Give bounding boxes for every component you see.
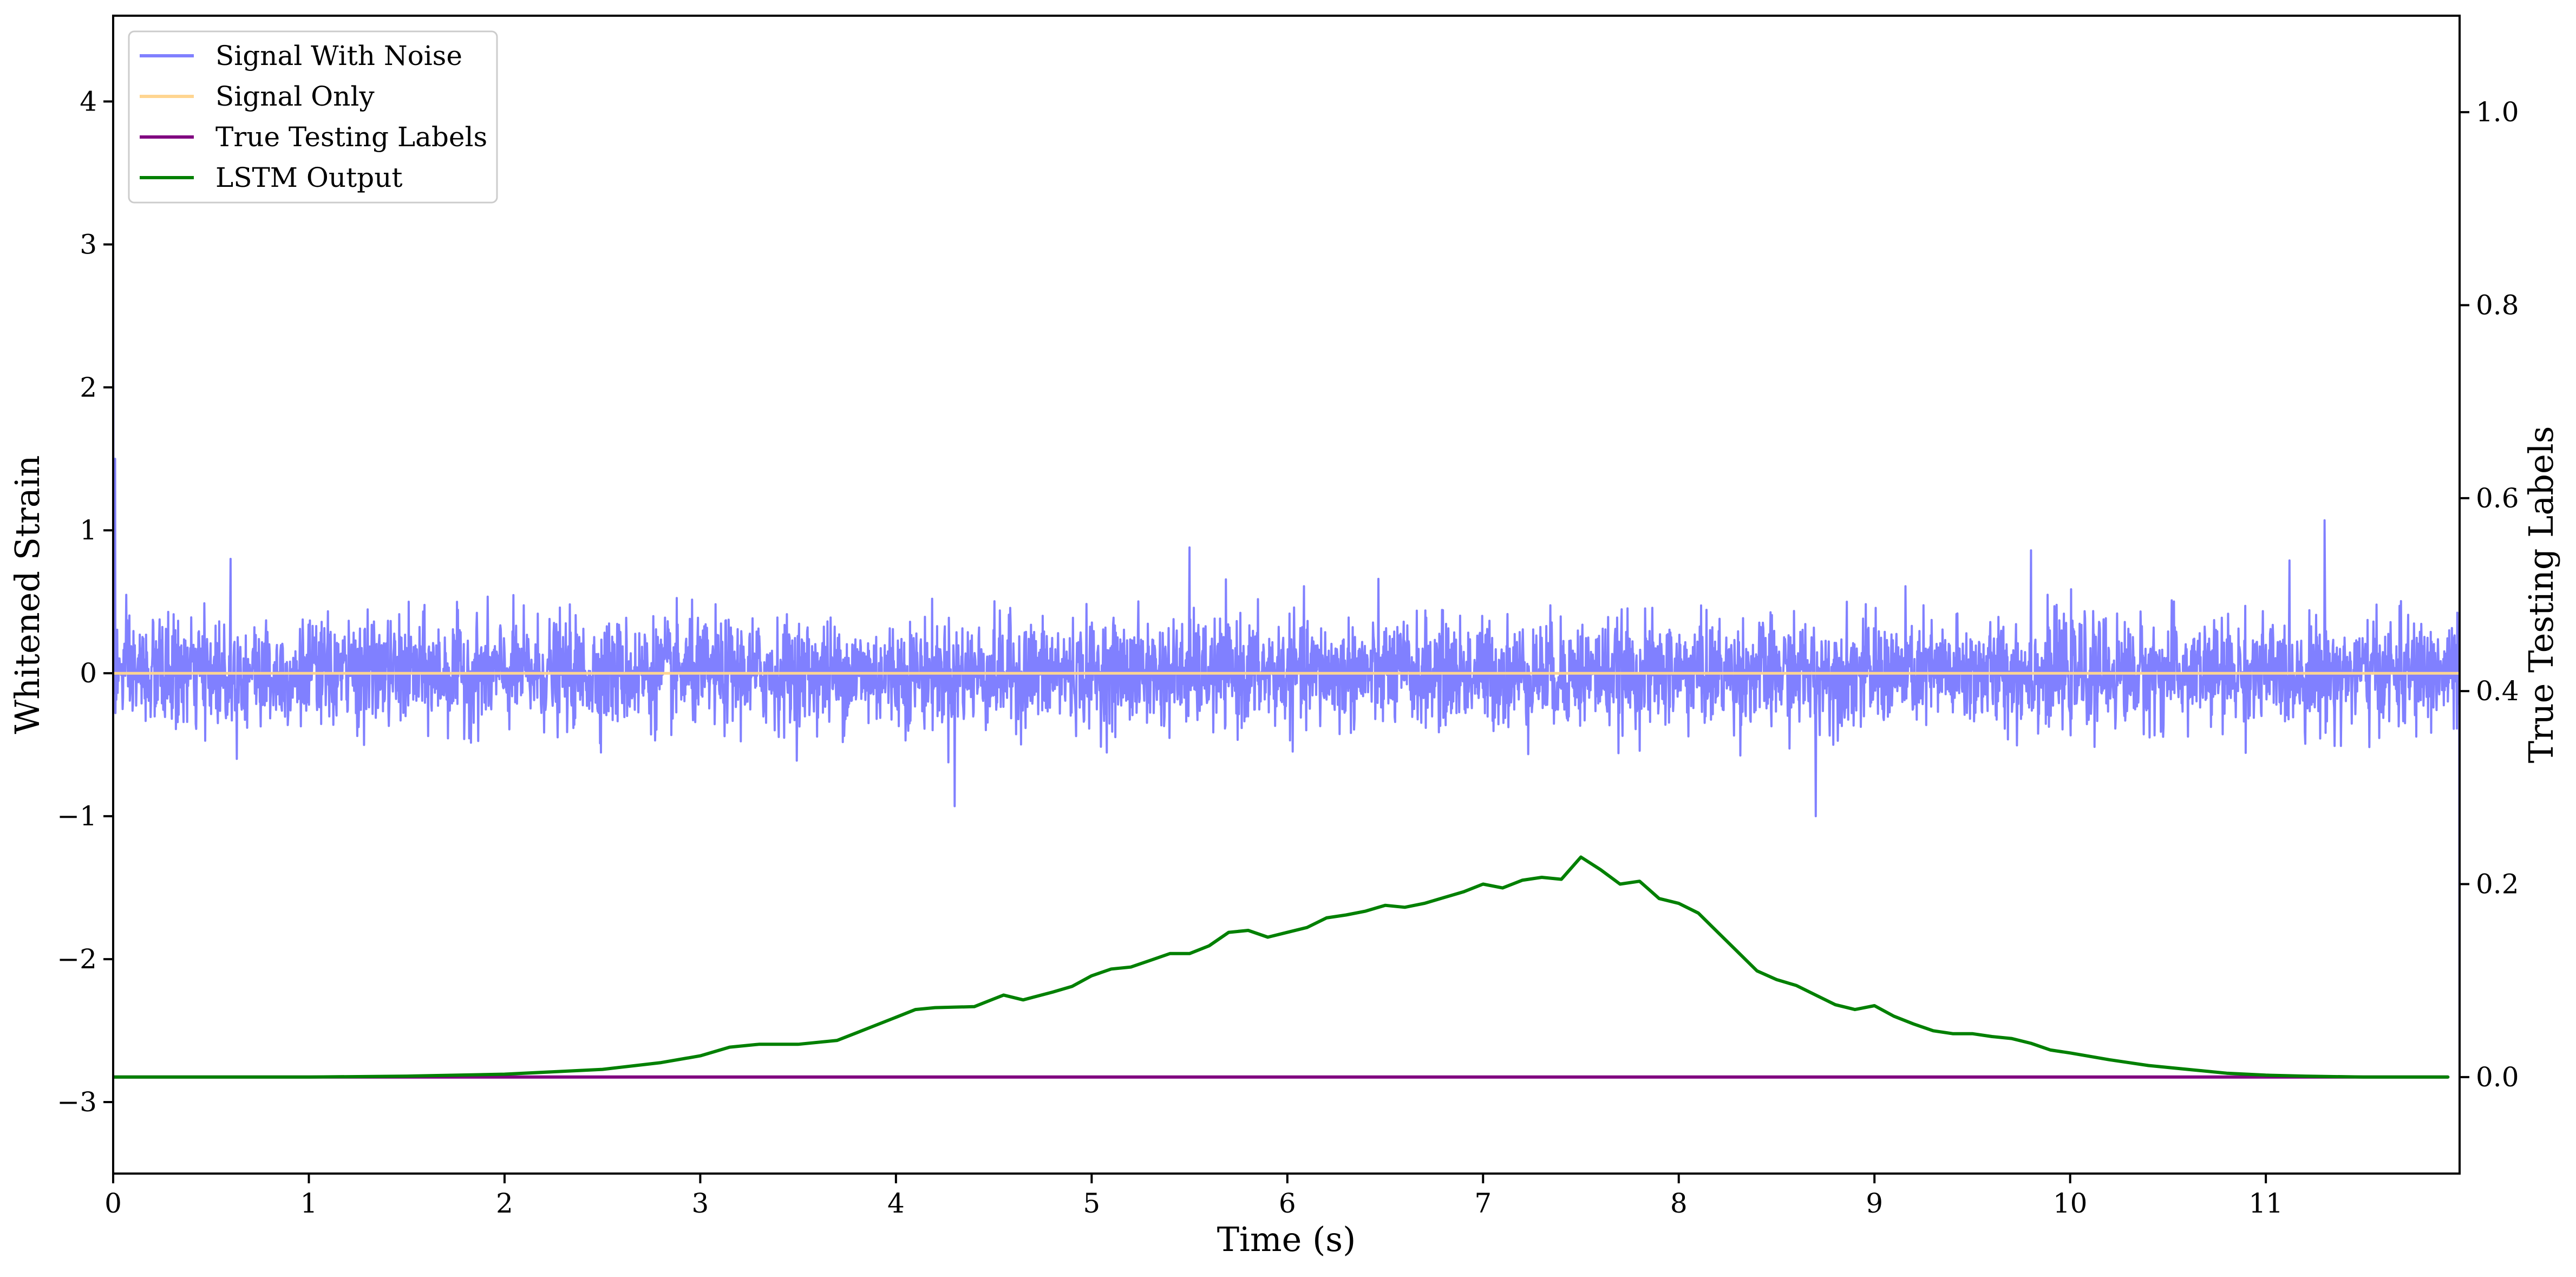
- legend-label-signal-with-noise: Signal With Noise: [215, 40, 462, 71]
- x-tick-label: 6: [1279, 1188, 1296, 1219]
- x-tick-label: 4: [887, 1188, 905, 1219]
- y-right-tick-label: 0.0: [2476, 1061, 2519, 1093]
- y-left-tick-label: 4: [80, 86, 97, 117]
- y-left-tick-label: 1: [80, 514, 97, 546]
- x-tick-label: 3: [691, 1188, 709, 1219]
- series-layer: [113, 244, 2460, 1117]
- y-right-tick-label: 0.6: [2476, 483, 2519, 514]
- x-tick-label: 7: [1474, 1188, 1492, 1219]
- x-axis: 0 1 2 3 4 5 6 7 8 9 10 11: [104, 1174, 2283, 1219]
- y-left-tick-label: 0: [80, 657, 97, 689]
- legend: Signal With Noise Signal Only True Testing…: [128, 30, 498, 204]
- x-tick-label: 1: [300, 1188, 318, 1219]
- y-left-tick-label: −2: [57, 943, 97, 975]
- legend-label-true-testing-labels: True Testing Labels: [215, 121, 487, 153]
- y-axis-left: −3 −2 −1 0 1 2 3 4: [57, 86, 113, 1118]
- y-right-tick-label: 0.4: [2476, 675, 2519, 707]
- y-right-tick-label: 0.8: [2476, 290, 2519, 321]
- series-line-signal-with-noise: [113, 244, 2460, 1117]
- y-axis-right: 0.0 0.2 0.4 0.6 0.8 1.0: [2460, 96, 2519, 1093]
- y-left-tick-label: −1: [57, 800, 97, 832]
- y-left-tick-label: 3: [80, 229, 97, 260]
- x-tick-label: 5: [1083, 1188, 1100, 1219]
- legend-label-signal-only: Signal Only: [215, 81, 375, 112]
- y-right-tick-label: 0.2: [2476, 869, 2519, 900]
- x-tick-label: 11: [2248, 1188, 2283, 1219]
- x-tick-label: 8: [1670, 1188, 1688, 1219]
- y-left-tick-label: −3: [57, 1086, 97, 1118]
- y-axis-left-label: Whitened Strain: [8, 455, 47, 734]
- y-right-tick-label: 1.0: [2476, 96, 2519, 128]
- x-axis-label: Time (s): [1217, 1220, 1356, 1259]
- series-line-lstm-output: [113, 855, 2450, 1079]
- x-tick-label: 0: [104, 1188, 122, 1219]
- x-tick-label: 10: [2053, 1188, 2088, 1219]
- legend-box: [128, 30, 498, 204]
- y-left-tick-label: 2: [80, 372, 97, 403]
- x-tick-label: 9: [1866, 1188, 1883, 1219]
- legend-label-lstm-output: LSTM Output: [215, 162, 402, 193]
- x-tick-label: 2: [496, 1188, 513, 1219]
- y-axis-right-label: True Testing Labels: [2521, 426, 2561, 764]
